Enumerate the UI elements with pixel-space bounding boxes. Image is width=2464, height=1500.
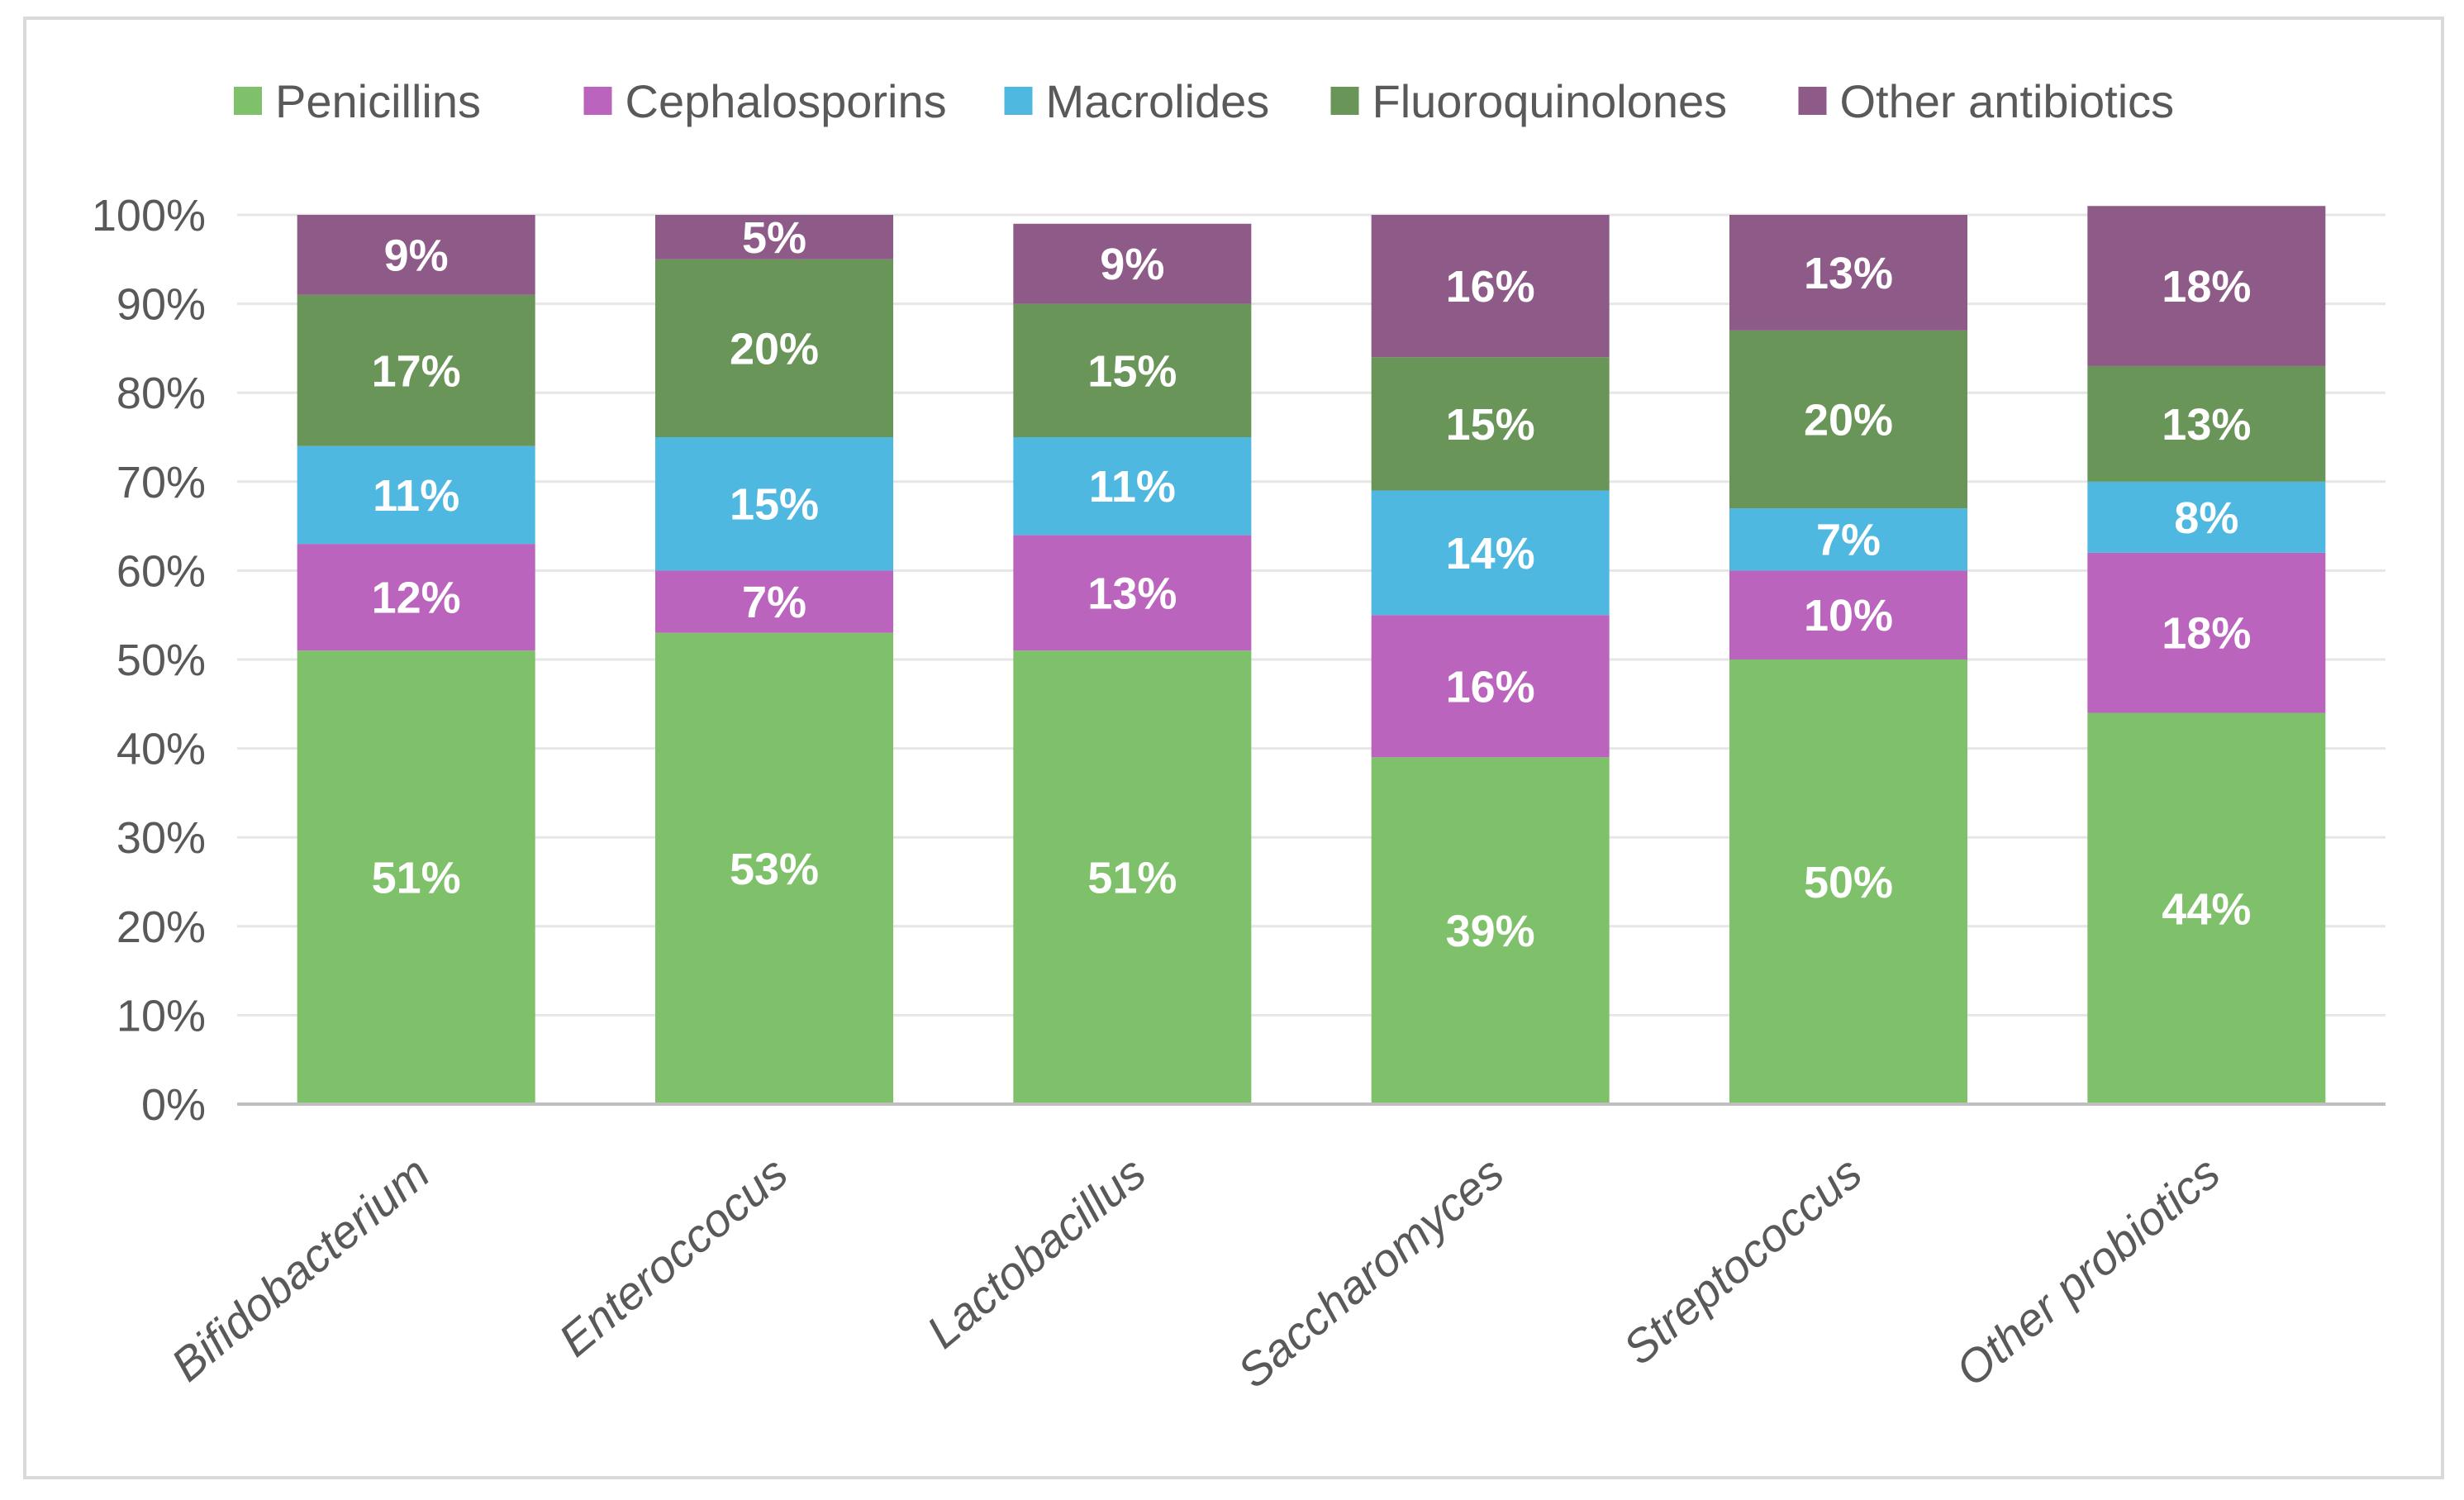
bar-segment-cephalosporins-bifidobacterium (297, 544, 535, 651)
bar-segment-other-antibiotics-other-probiotics (2087, 206, 2326, 366)
data-label-penicillins-bifidobacterium: 51% (372, 854, 461, 903)
y-tick-label: 100% (92, 191, 206, 240)
bar-segment-penicillins-other-probiotics (2087, 712, 2326, 1104)
bar-segment-fluoroquinolones-streptococcus (1729, 330, 1967, 509)
data-label-macrolides-enteroccocus: 15% (730, 480, 819, 530)
data-label-macrolides-saccharomyces: 14% (1446, 529, 1535, 579)
bar-segment-penicillins-enteroccocus (655, 632, 893, 1104)
data-label-other-antibiotics-enteroccocus: 5% (742, 213, 806, 263)
bar-segment-macrolides-bifidobacterium (297, 445, 535, 545)
data-label-cephalosporins-lactobacillus: 13% (1087, 569, 1177, 618)
data-label-penicillins-enteroccocus: 53% (730, 845, 819, 894)
bar-segment-macrolides-saccharomyces (1371, 490, 1610, 616)
legend-swatch-penicillins (234, 87, 262, 115)
x-category-label-lactobacillus: Lactobacillus (917, 1146, 1156, 1358)
data-label-fluoroquinolones-bifidobacterium: 17% (372, 346, 461, 396)
data-label-fluoroquinolones-saccharomyces: 15% (1446, 400, 1535, 450)
bar-segment-cephalosporins-enteroccocus (655, 570, 893, 633)
data-label-fluoroquinolones-streptococcus: 20% (1804, 395, 1893, 445)
data-label-fluoroquinolones-lactobacillus: 15% (1087, 346, 1177, 396)
data-label-macrolides-lactobacillus: 11% (1089, 462, 1176, 512)
data-label-macrolides-bifidobacterium: 11% (373, 471, 459, 521)
bar-segment-penicillins-lactobacillus (1013, 650, 1252, 1104)
data-label-cephalosporins-bifidobacterium: 12% (372, 574, 461, 623)
bar-segment-other-antibiotics-enteroccocus (655, 215, 893, 260)
data-label-cephalosporins-streptococcus: 10% (1804, 591, 1893, 640)
y-tick-label: 20% (117, 902, 206, 952)
data-label-cephalosporins-saccharomyces: 16% (1446, 662, 1535, 712)
legend-label-cephalosporins: Cephalosporins (626, 75, 947, 127)
data-label-penicillins-lactobacillus: 51% (1087, 854, 1177, 903)
gridlines (237, 213, 2386, 1017)
bar-segment-fluoroquinolones-saccharomyces (1371, 357, 1610, 491)
x-category-label-streptococcus: Streptococcus (1613, 1146, 1871, 1374)
data-label-fluoroquinolones-enteroccocus: 20% (730, 324, 819, 374)
data-label-other-antibiotics-saccharomyces: 16% (1446, 262, 1535, 312)
data-label-fluoroquinolones-other-probiotics: 13% (2162, 400, 2251, 450)
x-category-label-bifidobacterium: Bifidobacterium (161, 1146, 439, 1391)
bar-segment-macrolides-lactobacillus (1013, 437, 1252, 536)
x-category-label-other-probiotics: Other probiotics (1946, 1146, 2229, 1396)
x-category-label-saccharomyces: Saccharomyces (1228, 1146, 1514, 1398)
y-tick-label: 90% (117, 280, 206, 330)
bar-segment-cephalosporins-streptococcus (1729, 570, 1967, 660)
bar-segment-penicillins-bifidobacterium (297, 650, 535, 1104)
bar-segment-other-antibiotics-streptococcus (1729, 215, 1967, 331)
legend-swatch-macrolides (1004, 87, 1033, 115)
data-label-penicillins-streptococcus: 50% (1804, 858, 1893, 907)
y-tick-label: 70% (117, 458, 206, 507)
y-tick-label: 30% (117, 813, 206, 863)
bar-segment-fluoroquinolones-enteroccocus (655, 259, 893, 437)
y-tick-label: 50% (117, 636, 206, 685)
x-category-label-enteroccocus: Enteroccocus (549, 1146, 797, 1366)
bar-segment-other-antibiotics-bifidobacterium (297, 215, 535, 295)
bar-segment-fluoroquinolones-lactobacillus (1013, 303, 1252, 437)
bar-segment-fluoroquinolones-bifidobacterium (297, 294, 535, 446)
legend-swatch-other-antibiotics (1798, 87, 1827, 115)
y-tick-label: 0% (141, 1080, 206, 1130)
legend-swatch-fluoroquinolones (1330, 87, 1359, 115)
bar-segment-penicillins-saccharomyces (1371, 757, 1610, 1104)
y-tick-label: 80% (117, 369, 206, 418)
y-tick-label: 10% (117, 991, 206, 1040)
data-labels: 51% 12% 11% 17% 9% 53% 7% 15% 20% 5% 51% 13% 11% 15% 9… (372, 213, 2252, 956)
data-label-cephalosporins-other-probiotics: 18% (2162, 609, 2251, 659)
bar-segment-other-antibiotics-saccharomyces (1371, 215, 1610, 358)
data-label-other-antibiotics-bifidobacterium: 9% (384, 231, 449, 280)
y-tick-label: 60% (117, 546, 206, 596)
bar-segment-other-antibiotics-lactobacillus (1013, 223, 1252, 304)
bar-segment-cephalosporins-saccharomyces (1371, 615, 1610, 758)
bar-segment-cephalosporins-lactobacillus (1013, 535, 1252, 651)
data-label-other-antibiotics-other-probiotics: 18% (2162, 262, 2251, 312)
legend-swatch-cephalosporins (583, 87, 612, 115)
data-label-macrolides-streptococcus: 7% (1816, 516, 1881, 565)
legend-label-other-antibiotics: Other antibiotics (1840, 75, 2175, 127)
bar-segment-macrolides-streptococcus (1729, 508, 1967, 571)
bars (297, 206, 2326, 1104)
data-label-penicillins-saccharomyces: 39% (1446, 907, 1535, 956)
data-label-cephalosporins-enteroccocus: 7% (742, 578, 806, 627)
data-label-other-antibiotics-streptococcus: 13% (1804, 249, 1893, 298)
bar-segment-macrolides-other-probiotics (2087, 481, 2326, 553)
bar-segment-cephalosporins-other-probiotics (2087, 552, 2326, 713)
legend-label-fluoroquinolones: Fluoroquinolones (1372, 75, 1728, 127)
stacked-bar-chart: 0% 10% 20% 30% 40% 50% 60% 70% 80% 90% 100% Bifidob… (92, 75, 2386, 1398)
legend-label-macrolides: Macrolides (1046, 75, 1270, 127)
bar-segment-macrolides-enteroccocus (655, 437, 893, 571)
chart-frame: 0% 10% 20% 30% 40% 50% 60% 70% 80% 90% 100% Bifidob… (23, 17, 2444, 1479)
data-label-macrolides-other-probiotics: 8% (2174, 493, 2238, 543)
bar-segment-penicillins-streptococcus (1729, 660, 1967, 1104)
bar-segment-fluoroquinolones-other-probiotics (2087, 365, 2326, 482)
legend-label-penicillins: Penicillins (275, 75, 481, 127)
legend: Penicillins Cephalosporins Macrolides Fluor… (234, 75, 2174, 127)
data-label-penicillins-other-probiotics: 44% (2162, 884, 2251, 934)
y-tick-label: 40% (117, 725, 206, 774)
data-label-other-antibiotics-lactobacillus: 9% (1100, 240, 1164, 289)
